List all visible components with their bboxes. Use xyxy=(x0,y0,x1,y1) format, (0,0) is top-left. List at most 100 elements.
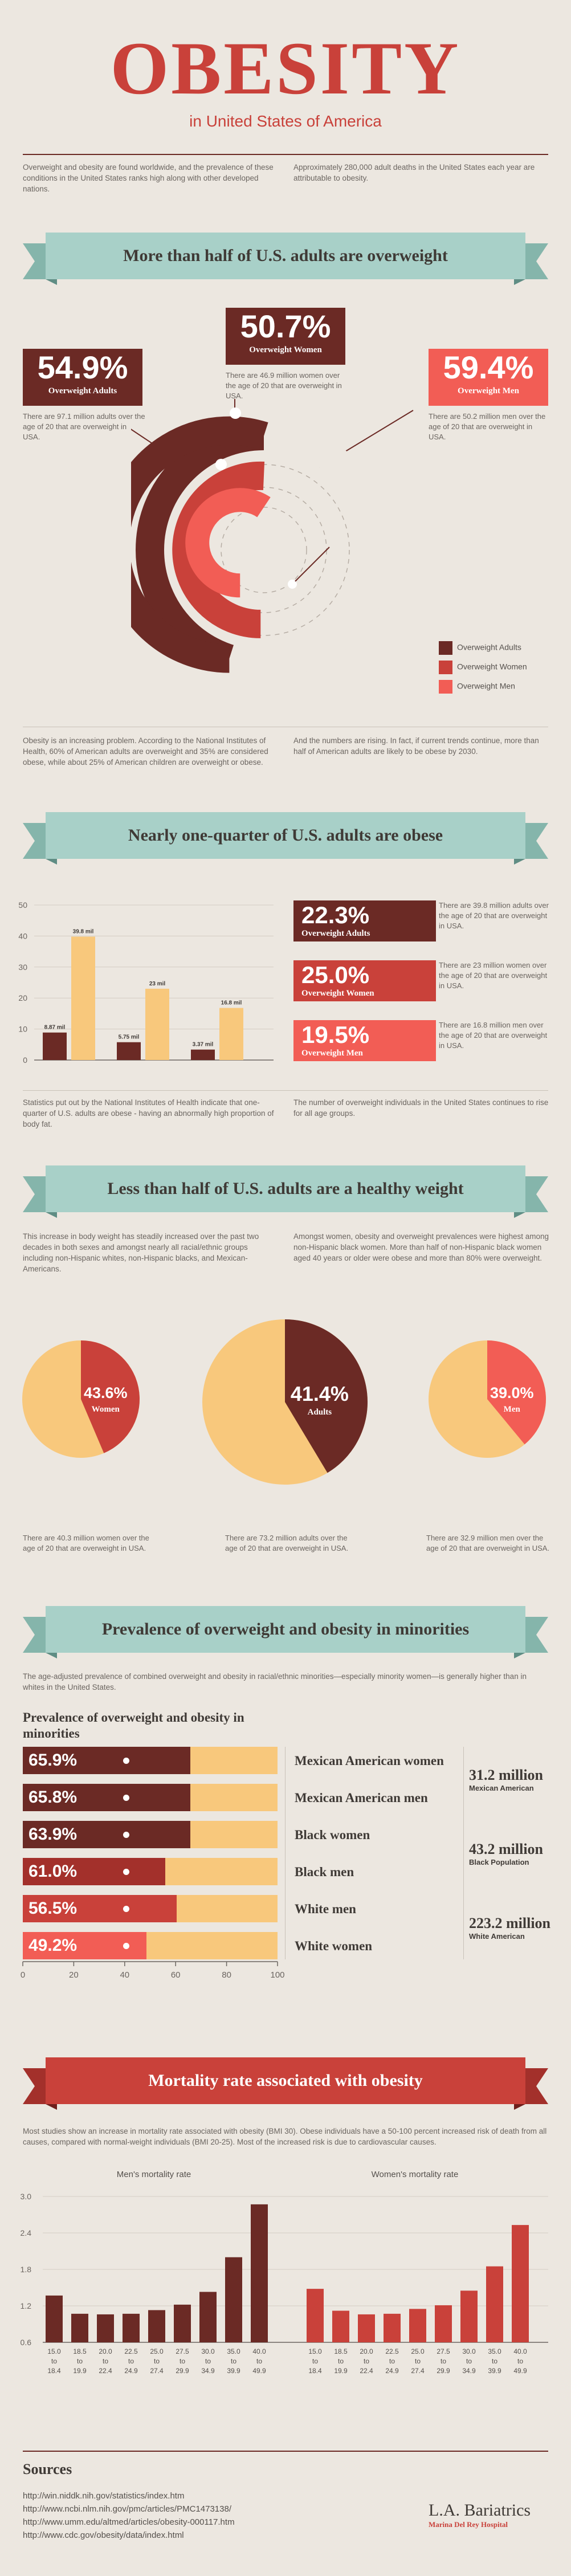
x-tick-label: 27.5 xyxy=(176,2347,189,2355)
pie-men-text: There are 32.9 million men over the age … xyxy=(426,1534,550,1552)
minority-label: Mexican American men xyxy=(295,1791,428,1805)
y-tick-label: 20 xyxy=(18,993,27,1002)
x-tick-label: 19.9 xyxy=(73,2367,87,2375)
minority-bar-row: 56.5% xyxy=(23,1895,278,1922)
section4-para: The age-adjusted prevalence of combined … xyxy=(23,1672,527,1691)
intro-right: Approximately 280,000 adult deaths in th… xyxy=(293,163,535,182)
x-tick-label: 40.0 xyxy=(513,2347,527,2355)
x-tick-label: 29.9 xyxy=(437,2367,450,2375)
x-tick-label: 19.9 xyxy=(334,2367,348,2375)
minority-bar-row: 65.9% xyxy=(23,1747,278,1774)
y-tick-label: 1.8 xyxy=(21,2265,32,2274)
section-banner-healthy: Less than half of U.S. adults are a heal… xyxy=(23,1165,548,1218)
x-tick-label: to xyxy=(364,2357,369,2365)
section5-para: Most studies show an increase in mortali… xyxy=(23,2127,547,2146)
bar-data-label: 8.87 mil xyxy=(44,1025,66,1031)
obese-women-text: There are 23 million women over the age … xyxy=(439,961,548,990)
x-tick-label: 20.0 xyxy=(360,2347,373,2355)
obese-men-text: There are 16.8 million men over the age … xyxy=(439,1021,548,1050)
y-tick-label: 3.0 xyxy=(21,2192,32,2201)
minorities-chart-title: Prevalence of overweight and obesity in … xyxy=(23,1710,244,1741)
x-tick-label: to xyxy=(128,2357,134,2365)
adults-pct: 54.9% xyxy=(37,349,128,385)
minority-label: Mexican American women xyxy=(295,1754,444,1768)
obese-adults-label: Overweight Adults xyxy=(301,929,370,938)
banner-text: Mortality rate associated with obesity xyxy=(46,2057,525,2104)
ring-marker xyxy=(230,407,241,419)
x-tick-label: 25.0 xyxy=(150,2347,164,2355)
connector-line xyxy=(295,547,330,582)
x-tick-label: 15.0 xyxy=(308,2347,322,2355)
mortality-bar xyxy=(332,2310,349,2342)
obese-bar xyxy=(71,936,95,1060)
divider xyxy=(23,154,548,155)
section-banner-minorities: Prevalence of overweight and obesity in … xyxy=(23,1606,548,1658)
bar-data-label: 39.8 mil xyxy=(73,928,94,935)
x-tick-label: 27.4 xyxy=(411,2367,425,2375)
bar-data-label: 23 mil xyxy=(149,981,166,987)
x-tick-label: to xyxy=(517,2357,523,2365)
obese-adults-pct: 22.3% xyxy=(301,902,370,928)
mortality-chart-title: Men's mortality rate xyxy=(117,2170,191,2179)
adults-text: There are 97.1 million adults over the a… xyxy=(23,412,145,441)
x-tick-label: 18.5 xyxy=(73,2347,87,2355)
x-tick-label: 24.9 xyxy=(385,2367,399,2375)
x-tick-label: 100 xyxy=(270,1970,284,1980)
x-tick-label: 25.0 xyxy=(411,2347,425,2355)
adults-overweight-box: 54.9% Overweight Adults xyxy=(23,349,142,406)
minority-bar-row: 49.2% xyxy=(23,1932,278,1959)
y-tick-label: 0 xyxy=(23,1055,27,1065)
source-link[interactable]: http://win.niddk.nih.gov/statistics/inde… xyxy=(23,2491,185,2501)
section-banner-obese: Nearly one-quarter of U.S. adults are ob… xyxy=(23,812,548,865)
obese-men-box: 19.5% Overweight Men xyxy=(293,1020,436,1061)
obese-bar xyxy=(117,1042,141,1060)
x-tick-label: 20 xyxy=(69,1970,79,1980)
adults-label: Overweight Adults xyxy=(48,386,117,396)
pie-pct-label: 43.6% xyxy=(84,1384,128,1401)
mortality-bar xyxy=(409,2309,426,2342)
mortality-bar xyxy=(71,2313,88,2342)
obese-women-box: 25.0% Overweight Women xyxy=(293,960,436,1001)
mortality-bar xyxy=(199,2292,217,2342)
men-label: Overweight Men xyxy=(458,386,519,396)
bar-data-label: 16.8 mil xyxy=(221,1000,242,1006)
men-pct: 59.4% xyxy=(443,349,534,385)
x-tick-label: 49.9 xyxy=(252,2367,266,2375)
banner-text: Less than half of U.S. adults are a heal… xyxy=(46,1165,525,1212)
x-tick-label: 40 xyxy=(120,1970,129,1980)
source-link[interactable]: http://www.cdc.gov/obesity/data/index.ht… xyxy=(23,2530,184,2540)
legend-men: Overweight Men xyxy=(439,680,515,694)
bar-data-label: 5.75 mil xyxy=(119,1034,140,1041)
source-link[interactable]: http://www.ncbi.nlm.nih.gov/pmc/articles… xyxy=(23,2504,231,2514)
mortality-bar xyxy=(174,2304,191,2342)
ring-marker xyxy=(288,580,297,589)
mortality-bar xyxy=(486,2266,503,2342)
obese-bar xyxy=(43,1032,67,1060)
mortality-bar xyxy=(358,2314,375,2342)
x-tick-label: 22.4 xyxy=(99,2367,112,2375)
x-tick-label: 24.9 xyxy=(124,2367,138,2375)
pie-pct-label: 39.0% xyxy=(490,1384,534,1401)
x-tick-label: to xyxy=(389,2357,395,2365)
x-tick-label: 40.0 xyxy=(252,2347,266,2355)
source-link[interactable]: http://www.umm.edu/altmed/articles/obesi… xyxy=(23,2517,235,2527)
mortality-bar xyxy=(512,2225,529,2342)
pie-slice xyxy=(487,1340,546,1445)
x-tick-label: 18.4 xyxy=(308,2367,322,2375)
x-tick-label: to xyxy=(338,2357,344,2365)
population-black: 43.2 million Black Population xyxy=(469,1841,544,1866)
obese-men-label: Overweight Men xyxy=(301,1049,363,1058)
page-title: OBESITY xyxy=(110,26,461,110)
obese-women-label: Overweight Women xyxy=(301,989,374,998)
mortality-bar xyxy=(251,2204,268,2342)
x-tick-label: 22.4 xyxy=(360,2367,373,2375)
minority-label: White women xyxy=(295,1939,373,1953)
mortality-bar xyxy=(148,2310,165,2342)
pie-name-label: Women xyxy=(92,1405,120,1414)
women-pct: 50.7% xyxy=(240,308,331,344)
x-tick-label: to xyxy=(415,2357,421,2365)
x-tick-label: 29.9 xyxy=(176,2367,189,2375)
minority-bar-row: 65.8% xyxy=(23,1784,278,1811)
minority-label: Black women xyxy=(295,1828,370,1842)
x-tick-label: 0 xyxy=(21,1970,25,1980)
